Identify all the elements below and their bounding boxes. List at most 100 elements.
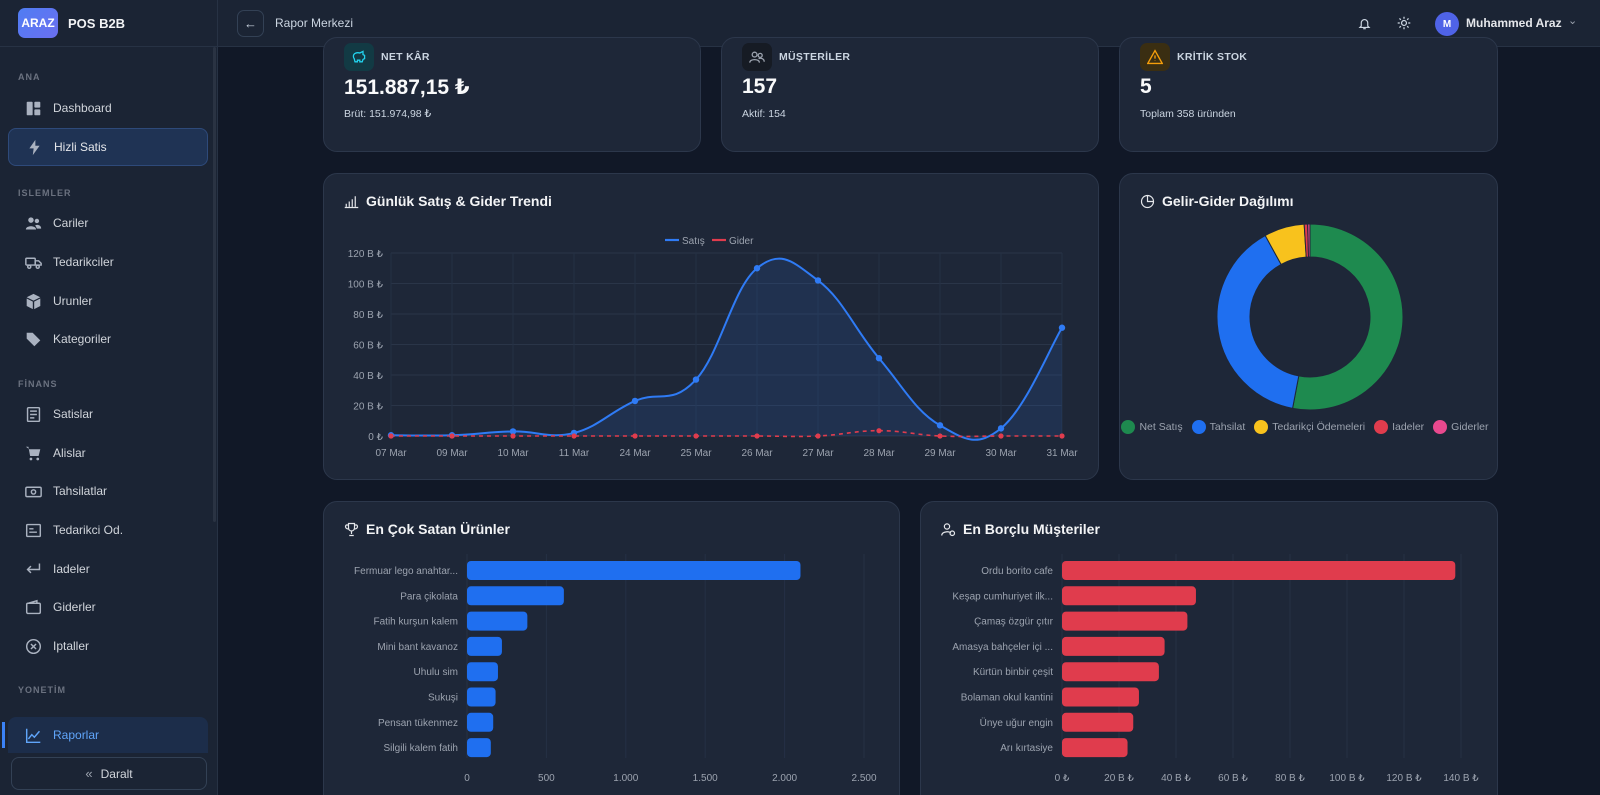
top-products-chart[interactable]: 0 500 1.000 1.500 2.000 2.500 Fermuar lego ana… [324, 502, 901, 795]
x-tick-label: 1.000 [613, 773, 638, 784]
expense-point [815, 433, 821, 439]
expense-point [998, 433, 1004, 439]
bar [467, 636, 502, 656]
brand-name: POS B2B [68, 15, 126, 31]
box-icon [26, 293, 41, 309]
sidebar-item-iptaller[interactable]: Iptaller [8, 627, 208, 665]
sidebar-item-tahsilatlar[interactable]: Tahsilatlar [8, 472, 208, 510]
donut-legend: Net Satış Tahsilat Tedarikçi Ödemeleri Iade… [1120, 417, 1499, 440]
legend-dot [1121, 420, 1136, 434]
stat-card-musteriler: MÜŞTERİLER 157 Aktif: 154 [721, 37, 1099, 152]
theme-toggle-button[interactable] [1395, 14, 1413, 32]
x-tick-label: 2.000 [772, 773, 797, 784]
bar [1062, 712, 1134, 732]
sidebar-item-giderler[interactable]: Giderler [8, 588, 208, 626]
sales-point [875, 355, 883, 362]
cancel-icon [25, 638, 42, 654]
sidebar-item-tedarikciler[interactable]: Tedarikciler [8, 243, 208, 281]
sales-area [391, 258, 1062, 440]
bar [467, 738, 491, 758]
cart-icon [25, 446, 41, 460]
sidebar-item-iadeler[interactable]: Iadeler [8, 550, 208, 588]
bar [467, 662, 498, 682]
chevron-down-icon[interactable]: ⌄ [1568, 15, 1578, 27]
expense-point [876, 428, 882, 434]
sidebar-item-raporlar[interactable]: Raporlar [8, 717, 208, 753]
sales-point [631, 397, 639, 405]
users-icon [742, 43, 772, 71]
legend-label: Satış [682, 236, 705, 247]
trend-chart[interactable]: Satış Gider 0 ₺ 20 B ₺ 40 B ₺ 60 B ₺ 80 B ₺ 100… [324, 174, 1100, 481]
sidebar-item-tedarikci-od[interactable]: Tedarikci Od. [8, 511, 208, 549]
x-tick-label: 0 ₺ [1055, 773, 1070, 784]
sidebar-item-label: Urunler [53, 294, 93, 308]
sidebar-item-urunler[interactable]: Urunler [8, 282, 208, 320]
piggy-bank-icon [344, 43, 374, 71]
y-tick-label: 40 B ₺ [353, 371, 383, 382]
cash-icon [25, 486, 42, 497]
bar [1062, 561, 1456, 580]
stat-sub: Brüt: 151.974,98 ₺ [344, 108, 432, 120]
user-debt-icon [941, 522, 956, 536]
sales-point [509, 428, 517, 435]
sidebar-item-label: Dashboard [53, 101, 112, 115]
sidebar-item-cariler[interactable]: Cariler [8, 204, 208, 242]
top-debtors-chart[interactable]: 0 ₺ 20 B ₺ 40 B ₺ 60 B ₺ 80 B ₺ 100 B ₺ 120 B … [921, 502, 1499, 795]
wallet-icon [25, 599, 42, 614]
sidebar-item-kategoriler[interactable]: Kategoriler [8, 320, 208, 358]
stat-label: NET KÂR [381, 51, 430, 63]
x-tick-label: 11 Mar [559, 448, 590, 459]
dashboard-icon [26, 101, 41, 115]
bolt-icon [29, 139, 40, 155]
sidebar-item-label: Tahsilatlar [53, 484, 108, 498]
legend-item[interactable]: Tahsilat [1191, 417, 1245, 437]
legend-dot [1433, 420, 1448, 434]
sales-point [997, 425, 1005, 432]
bar-label: Keşap cumhuriyet ilk... [952, 591, 1053, 602]
expense-point [632, 433, 638, 439]
back-button[interactable]: ← [237, 10, 264, 37]
donut-chart[interactable] [1120, 174, 1499, 481]
avatar[interactable]: M [1435, 12, 1459, 36]
card-title: Gelir-Gider Dağılımı [1140, 193, 1293, 209]
notification-button[interactable] [1355, 14, 1373, 32]
sidebar-item-satislar[interactable]: Satislar [8, 395, 208, 433]
bar-chart-icon [344, 195, 359, 208]
y-tick-label: 100 B ₺ [348, 280, 384, 291]
legend-item[interactable]: Giderler [1433, 417, 1489, 437]
collapse-button[interactable]: « Daralt [11, 757, 207, 790]
bar-label: Sukuşi [428, 693, 458, 704]
chart-line-icon [25, 728, 41, 743]
user-name[interactable]: Muhammed Araz [1466, 16, 1562, 30]
top-debtors-title: En Borçlu Müşteriler [963, 521, 1100, 537]
bar [467, 561, 801, 580]
sidebar-item-label: Satislar [53, 407, 94, 421]
sidebar-item-alislar[interactable]: Alislar [8, 434, 208, 472]
legend-label: Giderler [1451, 421, 1489, 433]
y-tick-label: 20 B ₺ [353, 402, 383, 413]
bar-label: Fermuar lego anahtar... [354, 566, 458, 577]
x-tick-label: 27 Mar [802, 448, 834, 459]
sidebar-item-hizli-satis[interactable]: Hizli Satis [8, 128, 208, 166]
collapse-label: Daralt [100, 766, 133, 781]
expense-point [1059, 433, 1065, 439]
brand[interactable]: ARAZ POS B2B [0, 0, 217, 47]
brand-logo: ARAZ [18, 8, 58, 38]
card-title: En Çok Satan Ürünler [344, 521, 510, 537]
x-tick-label: 07 Mar [375, 448, 407, 459]
x-tick-label: 2.500 [851, 773, 876, 784]
stat-label: MÜŞTERİLER [779, 51, 851, 63]
legend-label: Net Satış [1139, 421, 1183, 433]
x-tick-label: 100 B ₺ [1329, 773, 1365, 784]
legend-item[interactable]: Iadeler [1374, 417, 1424, 437]
sidebar-item-dashboard[interactable]: Dashboard [8, 89, 208, 127]
y-tick-label: 120 B ₺ [348, 249, 384, 260]
sales-point [814, 277, 822, 284]
bar [467, 687, 496, 707]
legend-item[interactable]: Net Satış [1121, 417, 1183, 437]
legend-dot [1374, 420, 1389, 434]
donut-chart-card: Gelir-Gider Dağılımı Net Satış Tahsilat Te… [1119, 173, 1498, 480]
legend-item[interactable]: Tedarikçi Ödemeleri [1254, 417, 1365, 437]
card-title: Günlük Satış & Gider Trendi [344, 193, 552, 209]
sidebar-scrollbar[interactable] [213, 47, 216, 522]
